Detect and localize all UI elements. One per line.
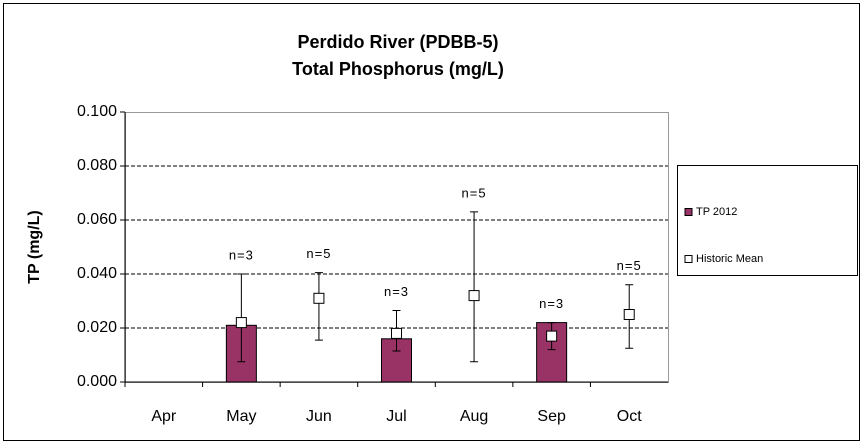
legend-label: TP 2012 [696,206,737,218]
mean-marker [391,327,402,339]
y-tick-label: 0.060 [77,211,117,228]
sample-size-label: n=3 [384,284,409,299]
sample-size-label: n=5 [462,185,487,200]
mean-marker [468,290,480,302]
legend-label: Historic Mean [696,253,763,265]
y-axis-label: TP (mg/L) [26,210,43,283]
y-tick-label: 0.000 [77,373,117,390]
y-tick-label: 0.100 [77,103,117,120]
sample-size-label: n=3 [229,247,254,262]
mean-marker [546,330,558,342]
x-tick-label: Jun [306,408,332,425]
x-tick-label: May [226,408,256,425]
x-tick-label: Sep [537,408,566,425]
y-tick-label: 0.080 [77,157,117,174]
legend-swatch [684,208,693,216]
chart-subtitle: Total Phosphorus (mg/L) [292,59,504,79]
x-tick-label: Aug [460,408,488,425]
x-tick-label: Jul [386,408,406,425]
error-bar [314,272,323,341]
y-tick-label: 0.040 [77,265,117,282]
sample-size-label: n=3 [539,296,564,311]
y-tick-label: 0.020 [77,319,117,336]
sample-size-label: n=5 [617,258,642,273]
legend [677,165,858,276]
error-bar [470,211,479,363]
mean-marker [313,292,325,304]
x-tick-label: Oct [617,408,642,425]
chart-title: Perdido River (PDBB-5) [297,32,498,52]
sample-size-label: n=5 [306,246,331,261]
mean-marker [623,309,635,320]
legend-swatch [684,255,693,263]
mean-marker [235,317,247,329]
x-tick-label: Apr [151,408,177,425]
